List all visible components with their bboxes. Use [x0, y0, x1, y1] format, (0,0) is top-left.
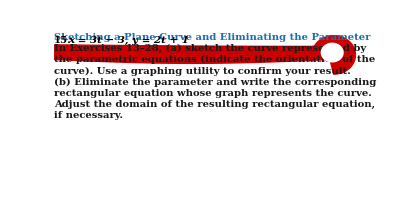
Text: In Exercises 13–28, (a) sketch the curve represented by: In Exercises 13–28, (a) sketch the curve… [54, 44, 366, 53]
Text: if necessary.: if necessary. [54, 111, 123, 120]
Text: rectangular equation whose graph represents the curve.: rectangular equation whose graph represe… [54, 89, 372, 98]
Text: Adjust the domain of the resulting rectangular equation,: Adjust the domain of the resulting recta… [54, 100, 375, 109]
Text: Sketching a Plane Curve and Eliminating the Parameter: Sketching a Plane Curve and Eliminating … [54, 33, 370, 42]
Text: x = 3t − 3, y = 2t + 1: x = 3t − 3, y = 2t + 1 [68, 36, 189, 45]
Polygon shape [55, 36, 355, 74]
Text: 15.: 15. [54, 36, 72, 45]
Text: curve). Use a graphing utility to confirm your result.: curve). Use a graphing utility to confir… [54, 66, 351, 75]
Text: (b) Eliminate the parameter and write the corresponding: (b) Eliminate the parameter and write th… [54, 78, 376, 87]
Text: the parametric equations (indicate the orientation of the: the parametric equations (indicate the o… [54, 55, 375, 64]
Polygon shape [322, 43, 343, 62]
